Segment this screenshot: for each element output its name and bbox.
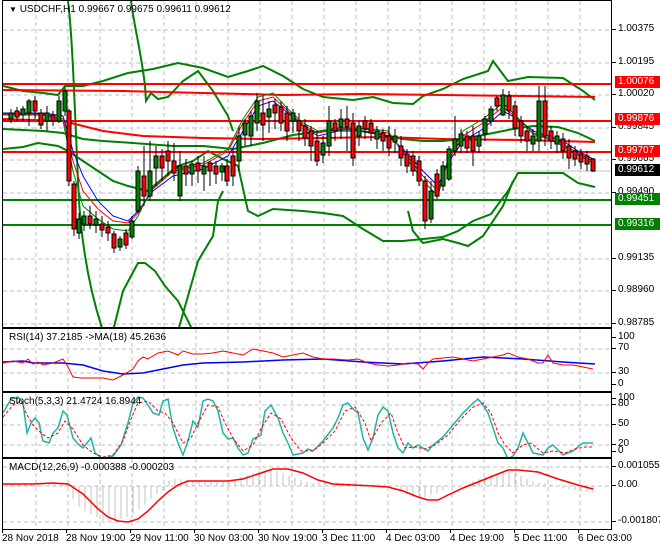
support-price-tag: 0.99451 xyxy=(615,193,660,205)
price-tick: 0.98785 xyxy=(611,317,655,328)
main-chart-pane[interactable]: ▼ USDCHF,H1 0.99667 0.99675 0.99611 0.99… xyxy=(2,0,612,328)
macd-tick: -0.001807 xyxy=(611,515,660,526)
macd-label: MACD(12,26,9) -0.000388 -0.000203 xyxy=(9,462,175,473)
rsi-axis: 100 70 30 0 xyxy=(611,328,660,392)
rsi-tick: 70 xyxy=(611,342,630,353)
time-label: 4 Dec 03:00 xyxy=(386,530,440,544)
macd-histogram xyxy=(6,470,594,522)
rsi-canvas xyxy=(3,329,611,391)
price-tick: 0.99665 xyxy=(611,153,655,164)
macd-tick: 0.00 xyxy=(611,479,638,490)
price-tick: 0.99135 xyxy=(611,252,655,263)
price-tick: 1.00020 xyxy=(611,88,655,99)
ohlc-values: 0.99667 0.99675 0.99611 0.99612 xyxy=(78,4,231,15)
price-tick: 0.98960 xyxy=(611,284,655,295)
time-label: 28 Nov 19:00 xyxy=(66,530,126,544)
rsi-label: RSI(14) 37.2185 ->MA(18) 45.2636 xyxy=(9,332,167,343)
rsi-tick: 0 xyxy=(612,378,624,389)
time-label: 4 Dec 19:00 xyxy=(450,530,504,544)
time-axis: 28 Nov 2018 28 Nov 19:00 29 Nov 11:00 30… xyxy=(0,530,660,550)
rsi-tick: 30 xyxy=(611,366,630,377)
symbol-timeframe: USDCHF,H1 xyxy=(19,4,76,15)
macd-canvas xyxy=(3,459,611,529)
stochastic-axis: 100 80 50 20 0 xyxy=(611,392,660,458)
resistance-price-tag: 0.99707 xyxy=(615,145,660,157)
price-tick: 1.00375 xyxy=(611,23,655,34)
price-tick: 0.99845 xyxy=(611,121,655,132)
resistance-price-tag: 0.99876 xyxy=(615,113,660,125)
time-label: 28 Nov 2018 xyxy=(2,530,59,544)
time-label: 6 Dec 03:00 xyxy=(578,530,632,544)
rsi-pane[interactable]: RSI(14) 37.2185 ->MA(18) 45.2636 xyxy=(2,328,612,392)
current-price-tag: 0.99612 xyxy=(615,164,660,176)
triangle-down-icon[interactable]: ▼ xyxy=(9,5,17,14)
time-label: 30 Nov 19:00 xyxy=(258,530,318,544)
stochastic-tick: 100 xyxy=(612,392,635,403)
candles xyxy=(8,86,596,253)
grid xyxy=(3,1,611,327)
macd-pane[interactable]: MACD(12,26,9) -0.000388 -0.000203 xyxy=(2,458,612,530)
stochastic-tick: 50 xyxy=(611,418,630,429)
time-label: 5 Dec 11:00 xyxy=(514,530,568,544)
price-tick: 1.00195 xyxy=(611,56,655,67)
macd-axis: 0.001055 0.00 -0.001807 xyxy=(611,458,660,530)
price-chart-canvas xyxy=(3,1,611,327)
macd-tick: 0.001055 xyxy=(612,460,660,471)
stochastic-label: Stoch(5,3,3) 21.4724 16.8944 xyxy=(9,396,142,407)
resistance-price-tag: 1.00076 xyxy=(615,76,660,88)
chart-header: ▼ USDCHF,H1 0.99667 0.99675 0.99611 0.99… xyxy=(9,4,231,15)
stochastic-canvas xyxy=(3,393,611,457)
stochastic-tick: 20 xyxy=(611,438,630,449)
time-label: 3 Dec 11:00 xyxy=(322,530,376,544)
stochastic-tick: 0 xyxy=(612,445,624,456)
time-label: 29 Nov 11:00 xyxy=(130,530,189,544)
price-tick: 0.99490 xyxy=(611,186,655,197)
price-axis: 1.00375 1.00195 1.00020 0.99845 0.99665 … xyxy=(611,0,660,328)
support-price-tag: 0.99316 xyxy=(615,218,660,230)
time-label: 30 Nov 03:00 xyxy=(194,530,254,544)
macd-signal-line xyxy=(3,468,594,523)
rsi-tick: 100 xyxy=(612,331,635,342)
stochastic-pane[interactable]: Stoch(5,3,3) 21.4724 16.8944 xyxy=(2,392,612,458)
stochastic-tick: 80 xyxy=(611,398,630,409)
